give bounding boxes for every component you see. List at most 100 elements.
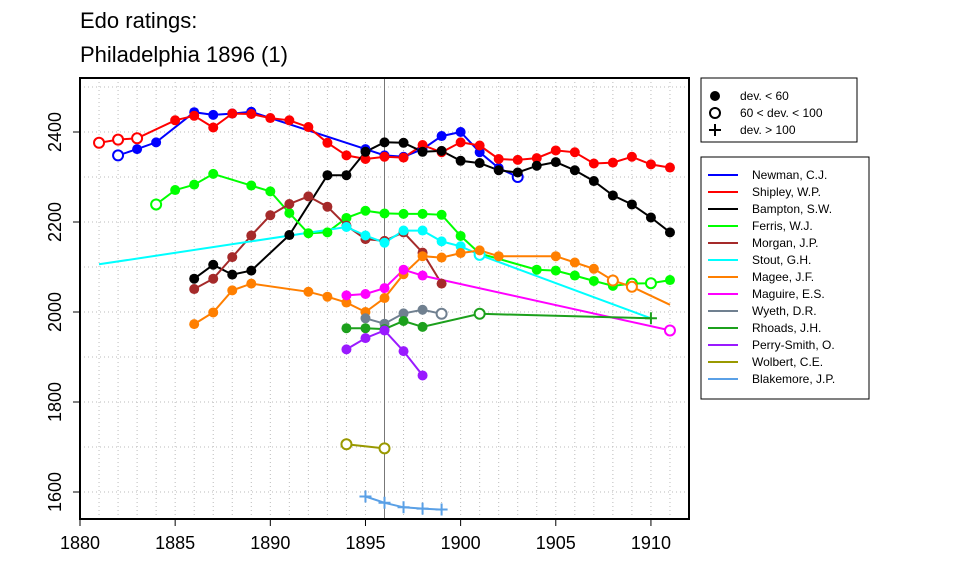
legend-box bbox=[700, 77, 858, 143]
data-point bbox=[493, 154, 504, 164]
data-point bbox=[189, 273, 200, 284]
data-point bbox=[398, 152, 409, 163]
data-point bbox=[626, 199, 637, 210]
data-point bbox=[227, 108, 238, 119]
data-point bbox=[417, 225, 428, 236]
data-point bbox=[322, 227, 333, 238]
data-point bbox=[397, 501, 410, 514]
data-point bbox=[417, 370, 428, 381]
x-tick-label: 1895 bbox=[345, 533, 385, 553]
data-point bbox=[208, 109, 219, 120]
series-points bbox=[93, 106, 676, 516]
data-point bbox=[664, 227, 675, 238]
data-point bbox=[455, 155, 466, 166]
data-point bbox=[208, 307, 219, 318]
data-point bbox=[360, 313, 371, 324]
legend-marker-label: dev. < 60 bbox=[740, 89, 789, 103]
y-tick-label: 2200 bbox=[45, 202, 65, 242]
data-point bbox=[455, 248, 466, 259]
chart-title-line-2: Philadelphia 1896 (1) bbox=[80, 42, 288, 67]
data-point bbox=[246, 265, 257, 276]
data-point bbox=[132, 144, 143, 155]
data-point bbox=[436, 278, 447, 289]
series-legend: Newman, C.J. Shipley, W.P. Bampton, S.W. Fe… bbox=[700, 156, 870, 400]
data-point bbox=[341, 344, 352, 355]
legend-label: Perry-Smith, O. bbox=[752, 338, 835, 352]
data-point bbox=[663, 324, 676, 337]
data-point bbox=[645, 212, 656, 223]
data-point bbox=[550, 265, 561, 276]
data-point bbox=[303, 191, 314, 202]
y-tick-label: 2400 bbox=[45, 112, 65, 152]
data-point bbox=[341, 150, 352, 161]
data-point bbox=[417, 208, 428, 219]
data-point bbox=[474, 158, 485, 169]
data-point bbox=[398, 208, 409, 219]
legend-marker-label: 60 < dev. < 100 bbox=[740, 106, 823, 120]
legend-label: Maguire, E.S. bbox=[752, 287, 825, 301]
data-point bbox=[170, 115, 181, 126]
data-point bbox=[379, 137, 390, 148]
data-point bbox=[379, 151, 390, 162]
data-point bbox=[341, 212, 352, 223]
data-point bbox=[189, 284, 200, 295]
legend-label: Newman, C.J. bbox=[752, 168, 827, 182]
data-point bbox=[246, 180, 257, 191]
data-point bbox=[416, 502, 429, 515]
data-point bbox=[569, 147, 580, 158]
data-point bbox=[208, 273, 219, 284]
data-point bbox=[435, 503, 448, 516]
data-point bbox=[398, 137, 409, 148]
data-point bbox=[284, 230, 295, 241]
data-point bbox=[474, 140, 485, 151]
data-point bbox=[606, 274, 619, 287]
chart-title-line-1: Edo ratings: bbox=[80, 8, 198, 33]
y-tick-label: 1800 bbox=[45, 382, 65, 422]
data-point bbox=[550, 251, 561, 262]
data-point bbox=[417, 304, 428, 315]
legend-marker-symbol bbox=[710, 91, 720, 101]
series-line bbox=[193, 249, 671, 325]
data-point bbox=[607, 157, 618, 168]
data-point bbox=[550, 157, 561, 168]
data-point bbox=[112, 149, 125, 162]
data-point bbox=[341, 290, 352, 301]
marker-symbol-legend: dev. < 60 60 < dev. < 100 dev. > 100 bbox=[700, 77, 858, 143]
data-point bbox=[588, 176, 599, 187]
data-point bbox=[360, 333, 371, 344]
data-point bbox=[322, 137, 333, 148]
data-point bbox=[303, 228, 314, 239]
data-point bbox=[436, 145, 447, 156]
data-point bbox=[417, 251, 428, 262]
data-point bbox=[607, 190, 618, 201]
data-point bbox=[189, 179, 200, 190]
x-tick-label: 1880 bbox=[60, 533, 100, 553]
data-point bbox=[664, 275, 675, 286]
x-tick-label: 1885 bbox=[155, 533, 195, 553]
data-point bbox=[398, 346, 409, 357]
data-point bbox=[246, 230, 257, 241]
legend-marker-symbol bbox=[709, 124, 721, 136]
data-point bbox=[360, 154, 371, 164]
data-point bbox=[379, 283, 390, 294]
data-point bbox=[265, 210, 276, 221]
data-point bbox=[151, 137, 162, 148]
axes: 1880 1885 1890 1895 1900 1905 1910 1600 1800 2000… bbox=[45, 112, 671, 553]
data-point bbox=[246, 109, 257, 119]
data-point bbox=[474, 245, 485, 256]
data-point bbox=[378, 442, 391, 455]
data-point bbox=[417, 270, 428, 281]
data-point bbox=[227, 285, 238, 296]
data-point bbox=[645, 159, 656, 170]
data-point bbox=[493, 165, 504, 176]
data-point bbox=[473, 307, 486, 320]
data-point bbox=[341, 221, 352, 232]
data-point bbox=[208, 122, 219, 133]
series-line bbox=[346, 443, 385, 450]
data-point bbox=[340, 438, 353, 451]
legend-marker-label: dev. > 100 bbox=[740, 123, 796, 137]
data-point bbox=[435, 307, 448, 320]
data-point bbox=[189, 110, 200, 121]
data-point bbox=[322, 291, 333, 302]
data-point bbox=[189, 319, 200, 330]
